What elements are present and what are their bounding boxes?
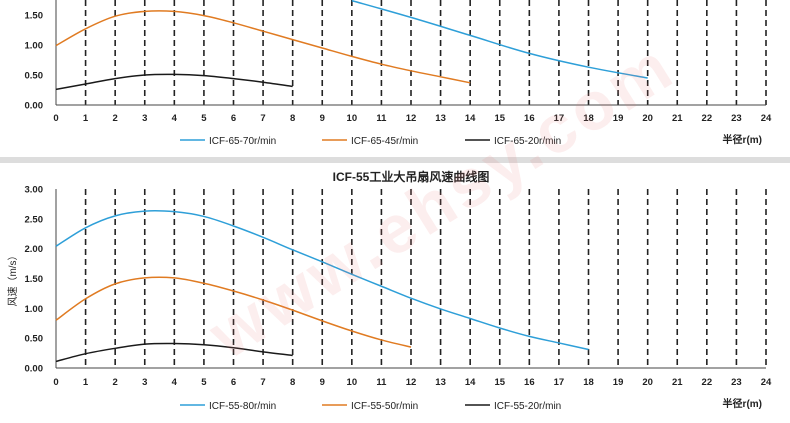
x-axis-label: 半径r(m) — [723, 397, 762, 410]
x-tick-label: 22 — [702, 377, 713, 388]
x-tick-label: 7 — [260, 113, 265, 124]
legend-label: ICF-55-80r/min — [209, 401, 276, 412]
x-tick-label: 19 — [613, 377, 624, 388]
y-tick-label: 3.00 — [25, 185, 44, 196]
x-tick-label: 2 — [113, 377, 118, 388]
x-tick-label: 0 — [53, 377, 58, 388]
x-tick-label: 7 — [260, 377, 265, 388]
series-line — [55, 209, 589, 351]
x-axis-label: 半径r(m) — [723, 133, 762, 146]
y-tick-label: 2.50 — [25, 214, 44, 225]
legend-label: ICF-55-20r/min — [494, 401, 561, 412]
panel-separator — [0, 157, 790, 163]
y-tick-label: 2.00 — [25, 244, 44, 255]
series-line — [55, 276, 412, 348]
x-tick-label: 23 — [731, 377, 742, 388]
y-tick-label: 1.50 — [25, 274, 44, 285]
x-tick-label: 22 — [702, 113, 713, 124]
x-tick-label: 1 — [83, 113, 89, 124]
x-tick-label: 12 — [406, 377, 417, 388]
x-tick-label: 23 — [731, 113, 742, 124]
x-tick-label: 5 — [201, 113, 207, 124]
legend-label: ICF-65-45r/min — [351, 136, 418, 147]
x-tick-label: 17 — [554, 113, 565, 124]
y-axis-label: 风速（m/s） — [7, 250, 19, 306]
x-tick-label: 6 — [231, 113, 236, 124]
x-tick-label: 2 — [113, 113, 118, 124]
x-tick-label: 21 — [672, 113, 683, 124]
x-tick-label: 10 — [347, 113, 358, 124]
chart-title: ICF-55工业大吊扇风速曲线图 — [333, 169, 490, 184]
series-line — [351, 0, 648, 79]
x-tick-label: 8 — [290, 113, 295, 124]
chart-icf55: 0.000.501.001.502.002.503.000 1 2 3 4 5 6 7 8 9 10… — [7, 169, 772, 412]
y-tick-label: 0.00 — [25, 364, 44, 375]
x-tick-label: 5 — [201, 377, 207, 388]
x-tick-label: 13 — [435, 113, 446, 124]
x-tick-label: 13 — [435, 377, 446, 388]
chart-panel-icf65: 0.00 0.50 1.00 1.50 0 1 2 3 4 5 6 7 8 9 10 11 12 13 14 15 16… — [0, 0, 790, 157]
x-tick-label: 18 — [583, 377, 594, 388]
y-tick-label: 1.00 — [25, 304, 44, 315]
x-tick-label: 20 — [642, 113, 653, 124]
x-tick-label: 11 — [376, 113, 387, 124]
x-tick-label: 3 — [142, 377, 147, 388]
x-tick-label: 15 — [494, 113, 505, 124]
x-tick-label: 21 — [672, 377, 683, 388]
series-line — [55, 73, 293, 91]
x-tick-label: 10 — [347, 377, 358, 388]
x-tick-label: 8 — [290, 377, 295, 388]
x-tick-label: 0 — [53, 113, 58, 124]
x-tick-label: 6 — [231, 377, 236, 388]
x-tick-label: 3 — [142, 113, 147, 124]
x-tick-label: 14 — [465, 113, 476, 124]
y-tick-label: 0.50 — [25, 334, 44, 345]
x-tick-label: 9 — [320, 113, 325, 124]
legend-label: ICF-65-70r/min — [209, 136, 276, 147]
x-tick-label: 15 — [494, 377, 505, 388]
legend-label: ICF-55-50r/min — [351, 401, 418, 412]
x-tick-label: 12 — [406, 113, 417, 124]
chart-panel-icf55: 0.00 0.50 1.00 1.50 2.00 2.50 3.00 0 1 2 3 4 5 6 7 8 9 10… — [0, 163, 790, 423]
x-tick-label: 9 — [320, 377, 325, 388]
x-tick-label: 14 — [465, 377, 476, 388]
series-line — [55, 342, 293, 363]
chart-icf65: 0.000.501.001.500 1 2 3 4 5 6 7 8 9 10 11 12 13 14 15 16… — [25, 0, 772, 147]
x-tick-label: 16 — [524, 113, 535, 124]
x-tick-label: 11 — [376, 377, 387, 388]
x-tick-label: 20 — [642, 377, 653, 388]
x-tick-label: 17 — [554, 377, 565, 388]
y-tick-label: 1.50 — [25, 11, 44, 22]
x-tick-label: 24 — [761, 113, 772, 124]
x-tick-label: 1 — [83, 377, 89, 388]
x-tick-label: 4 — [172, 113, 178, 124]
y-tick-label: 0.00 — [25, 101, 44, 112]
y-tick-label: 0.50 — [25, 71, 44, 82]
x-tick-label: 4 — [172, 377, 178, 388]
series-line — [55, 10, 471, 84]
x-tick-label: 24 — [761, 377, 772, 388]
x-tick-label: 19 — [613, 113, 624, 124]
legend-label: ICF-65-20r/min — [494, 136, 561, 147]
x-tick-label: 18 — [583, 113, 594, 124]
y-tick-label: 1.00 — [25, 41, 44, 52]
x-tick-label: 16 — [524, 377, 535, 388]
